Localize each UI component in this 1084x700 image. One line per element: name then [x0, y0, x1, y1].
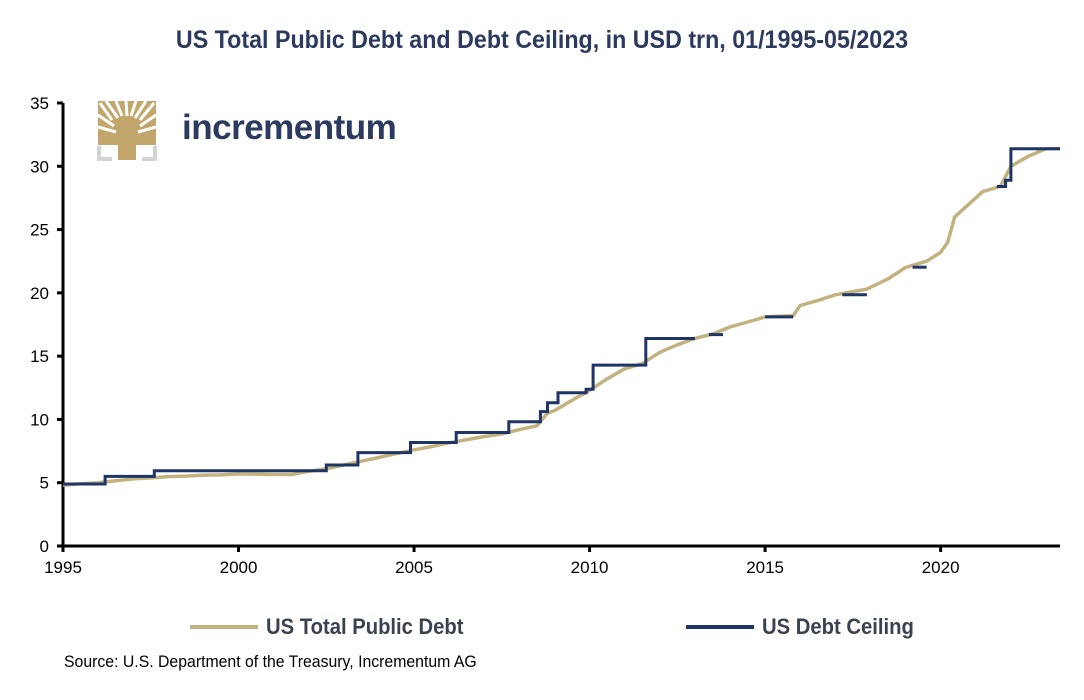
legend-swatch-debt-ceiling [686, 625, 754, 629]
incrementum-tree-logo-icon [97, 100, 157, 161]
y-tick-label: 15 [30, 347, 49, 366]
series-line-total-public-debt [62, 146, 1061, 487]
x-tick-label: 2020 [922, 558, 960, 577]
source-note: Source: U.S. Department of the Treasury,… [64, 652, 477, 671]
x-tick-label: 2010 [571, 558, 609, 577]
x-tick-label: 2005 [395, 558, 433, 577]
y-tick-label: 0 [40, 537, 49, 556]
legend-item-total-public-debt[interactable]: US Total Public Debt [190, 612, 481, 642]
x-tick-label: 2015 [746, 558, 784, 577]
legend-item-debt-ceiling[interactable]: US Debt Ceiling [686, 612, 927, 642]
series-step-debt-ceiling [63, 337, 695, 486]
legend-swatch-total-public-debt [190, 625, 258, 629]
x-tick-label: 1995 [44, 558, 82, 577]
legend-label: US Total Public Debt [266, 614, 464, 639]
y-tick-label: 20 [30, 284, 49, 303]
chart-plot: 0 5 10 15 20 25 30 35 1995 2000 2005 2010 2015 2020 [30, 94, 1061, 577]
y-tick-label: 35 [30, 94, 49, 113]
y-tick-label: 30 [30, 157, 49, 176]
y-tick-label: 5 [40, 474, 49, 493]
y-tick-label: 25 [30, 221, 49, 240]
logo-wordmark: incrementum [182, 108, 397, 147]
series-step-debt-ceiling [996, 147, 1060, 188]
chart-title: US Total Public Debt and Debt Ceiling, i… [175, 26, 909, 54]
y-tick-label: 10 [30, 410, 49, 429]
legend-label: US Debt Ceiling [762, 614, 914, 639]
x-tick-label: 2000 [220, 558, 258, 577]
